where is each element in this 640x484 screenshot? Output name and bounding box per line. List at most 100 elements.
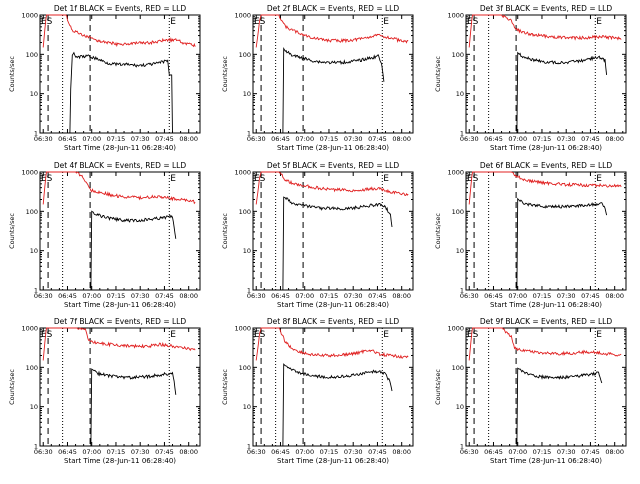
x-axis-label: Start Time (28-Jun-11 06:28:40): [64, 144, 176, 152]
y-tick-label: 100: [26, 364, 38, 372]
x-tick-label: 06:45: [58, 448, 77, 456]
y-axis-label: Counts/sec: [221, 213, 229, 249]
panel-title: Det 2f BLACK = Events, RED = LLD: [267, 4, 400, 13]
x-tick-label: 06:30: [247, 448, 266, 456]
x-tick-label: 08:00: [179, 135, 198, 143]
panel-title: Det 6f BLACK = Events, RED = LLD: [480, 161, 613, 170]
x-tick-label: 06:45: [484, 135, 503, 143]
lld-series-line: [255, 14, 409, 48]
marker-label-e: E: [383, 17, 389, 27]
x-tick-label: 08:00: [392, 135, 411, 143]
lld-series-line: [42, 327, 196, 361]
plot-frame: [39, 171, 201, 291]
lld-series-line: [42, 14, 196, 48]
y-tick-label: 100: [26, 208, 38, 216]
lld-series-line: [468, 171, 622, 205]
x-tick-label: 07:00: [295, 448, 314, 456]
x-tick-label: 07:30: [344, 292, 363, 300]
y-tick-label: 1000: [447, 325, 464, 333]
events-series-line: [282, 196, 393, 291]
x-tick-label: 07:30: [131, 135, 150, 143]
x-tick-label: 07:15: [533, 292, 552, 300]
marker-label-es: ES: [41, 17, 53, 27]
x-axis-label: Start Time (28-Jun-11 06:28:40): [277, 144, 389, 152]
marker-label-e: E: [170, 174, 176, 184]
x-tick-label: 06:30: [460, 135, 479, 143]
y-tick-label: 10: [243, 403, 251, 411]
events-series-line: [90, 368, 177, 447]
detector-panel-8: Det 8f BLACK = Events, RED = LLD 1 10 100 10…: [221, 317, 414, 465]
lld-series-line: [468, 327, 622, 361]
y-tick-label: 1: [34, 287, 38, 295]
y-tick-label: 10: [243, 90, 251, 98]
x-tick-label: 07:30: [131, 292, 150, 300]
marker-label-e: E: [596, 330, 602, 340]
y-tick-label: 1: [247, 443, 251, 451]
y-tick-label: 10: [456, 247, 464, 255]
plot-frame: [39, 327, 201, 447]
x-tick-label: 07:15: [107, 292, 126, 300]
y-tick-label: 100: [239, 208, 251, 216]
detector-panel-3: Det 3f BLACK = Events, RED = LLD 1 10 100 10…: [434, 4, 627, 152]
x-axis-label: Start Time (28-Jun-11 06:28:40): [490, 144, 602, 152]
x-tick-label: 07:00: [508, 292, 527, 300]
x-tick-label: 07:15: [320, 135, 339, 143]
x-tick-label: 07:45: [581, 135, 600, 143]
x-tick-label: 06:45: [271, 135, 290, 143]
y-tick-label: 1: [247, 130, 251, 138]
y-tick-label: 10: [30, 403, 38, 411]
x-tick-label: 06:45: [484, 448, 503, 456]
x-tick-label: 08:00: [605, 448, 624, 456]
x-tick-label: 07:45: [368, 292, 387, 300]
marker-label-es: ES: [467, 174, 479, 184]
y-axis-label: Counts/sec: [8, 213, 16, 249]
marker-label-e: E: [596, 174, 602, 184]
x-tick-label: 08:00: [179, 448, 198, 456]
x-tick-label: 08:00: [605, 292, 624, 300]
panel-title: Det 9f BLACK = Events, RED = LLD: [480, 317, 613, 326]
panel-title: Det 4f BLACK = Events, RED = LLD: [54, 161, 187, 170]
y-tick-label: 100: [452, 51, 464, 59]
detector-panel-5: Det 5f BLACK = Events, RED = LLD 1 10 100 10…: [221, 161, 414, 309]
y-axis-label: Counts/sec: [434, 369, 442, 405]
y-tick-label: 1000: [234, 12, 251, 20]
events-series-line: [516, 197, 608, 291]
y-tick-label: 10: [456, 403, 464, 411]
plot-frame: [465, 171, 627, 291]
x-tick-label: 07:00: [82, 135, 101, 143]
y-axis-label: Counts/sec: [8, 369, 16, 405]
x-tick-label: 06:30: [247, 292, 266, 300]
plot-frame: [252, 171, 414, 291]
detector-panel-2: Det 2f BLACK = Events, RED = LLD 1 10 100 10…: [221, 4, 414, 152]
x-tick-label: 06:30: [460, 448, 479, 456]
y-tick-label: 100: [452, 364, 464, 372]
x-tick-label: 07:30: [131, 448, 150, 456]
x-tick-label: 07:30: [344, 448, 363, 456]
y-tick-label: 1: [460, 443, 464, 451]
lld-series-line: [468, 14, 622, 48]
x-tick-label: 06:45: [484, 292, 503, 300]
plot-frame: [252, 327, 414, 447]
lld-series-line: [42, 171, 196, 205]
detector-panel-1: Det 1f BLACK = Events, RED = LLD 1 10 100 10…: [8, 4, 201, 152]
plot-frame: [39, 14, 201, 134]
x-tick-label: 07:45: [368, 448, 387, 456]
x-tick-label: 08:00: [392, 292, 411, 300]
x-axis-label: Start Time (28-Jun-11 06:28:40): [277, 301, 389, 309]
marker-label-es: ES: [467, 17, 479, 27]
x-tick-label: 07:00: [295, 135, 314, 143]
lld-series-line: [255, 327, 409, 361]
x-tick-label: 07:15: [107, 135, 126, 143]
y-tick-label: 1000: [234, 169, 251, 177]
x-tick-label: 06:45: [58, 135, 77, 143]
y-tick-label: 10: [30, 90, 38, 98]
detector-panel-4: Det 4f BLACK = Events, RED = LLD 1 10 100 10…: [8, 161, 201, 309]
events-series-line: [69, 51, 186, 134]
y-tick-label: 10: [243, 247, 251, 255]
detector-panel-9: Det 9f BLACK = Events, RED = LLD 1 10 100 10…: [434, 317, 627, 465]
events-series-line: [282, 363, 393, 447]
plot-frame: [465, 327, 627, 447]
y-axis-label: Counts/sec: [434, 213, 442, 249]
y-tick-label: 10: [456, 90, 464, 98]
